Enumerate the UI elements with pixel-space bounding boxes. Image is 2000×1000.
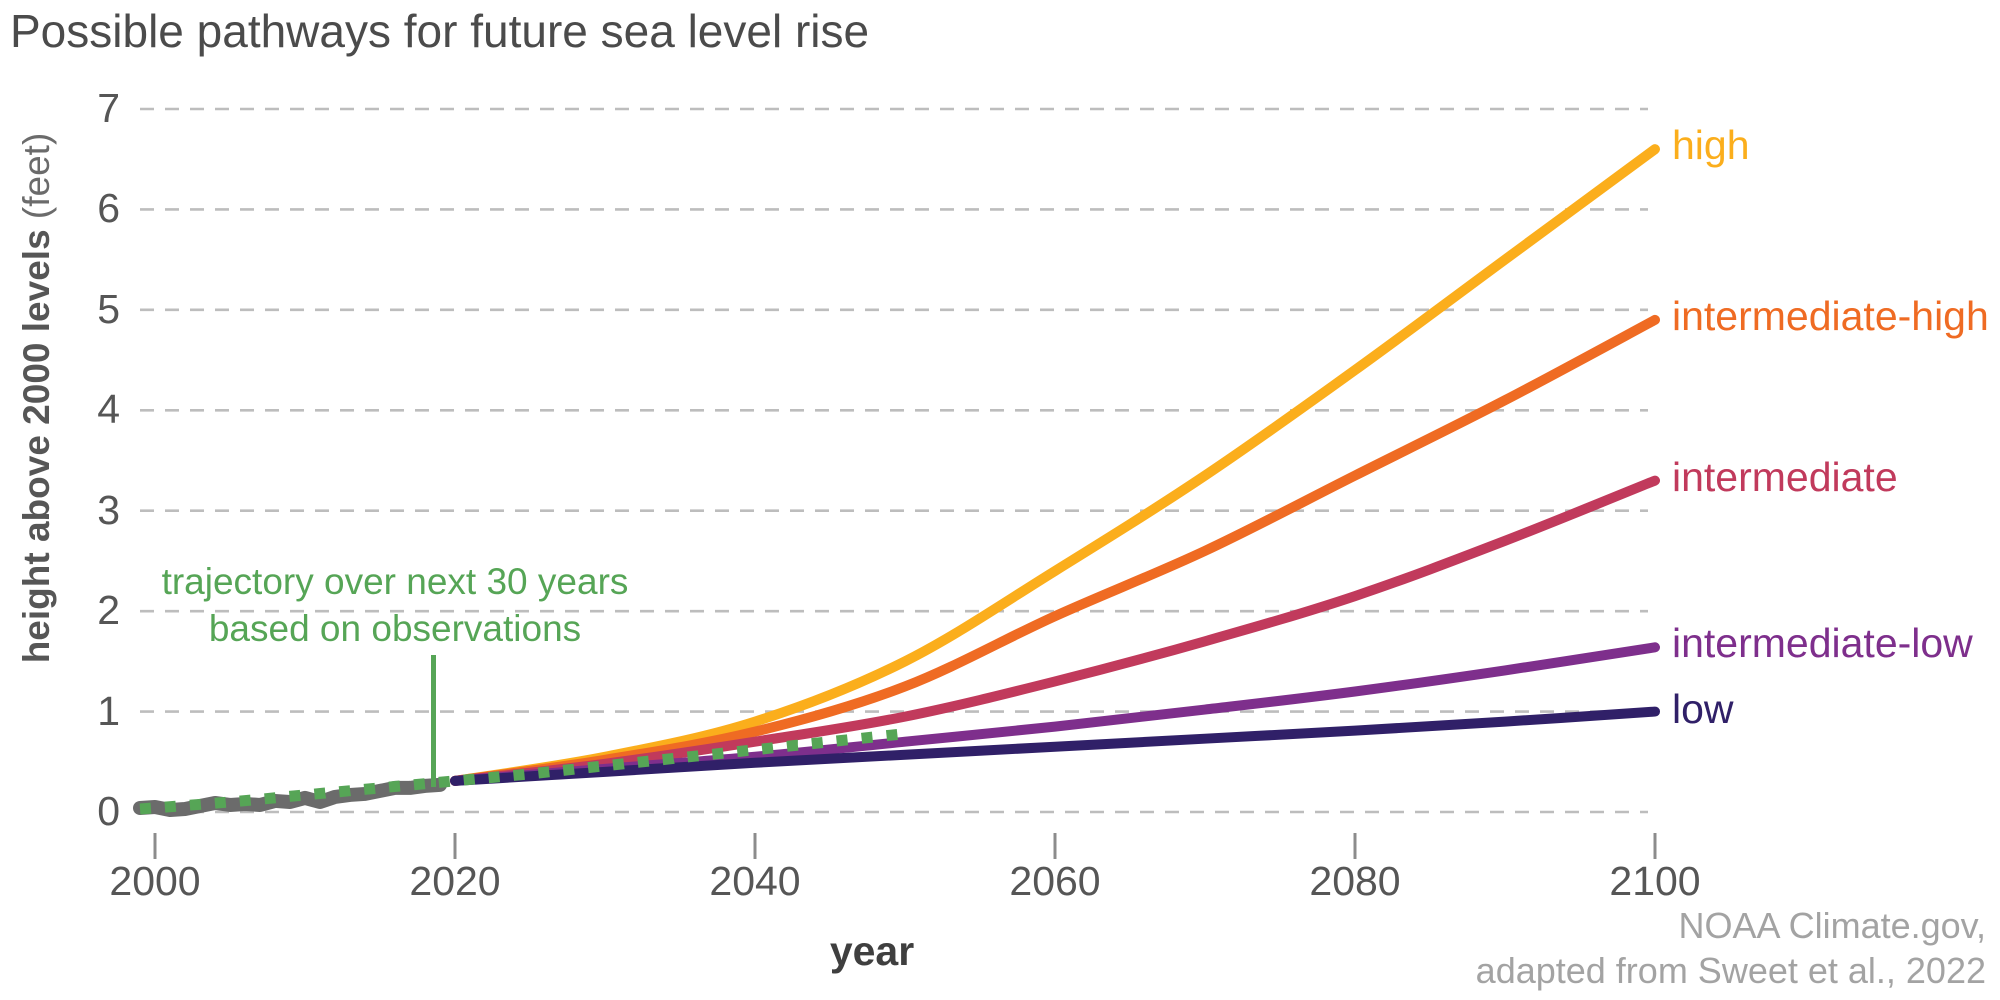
series-line-intermediate [450,475,1660,786]
source-attribution: NOAA Climate.gov, adapted from Sweet et … [1476,903,1986,993]
trajectory-annotation: trajectory over next 30 years based on o… [125,558,665,652]
series-line-intermediate-high [450,314,1660,786]
series-line-low [450,706,1660,786]
x-tick-label: 2060 [1009,858,1101,904]
source-attribution-line2: adapted from Sweet et al., 2022 [1475,950,1986,991]
y-tick-label: 3 [97,486,120,533]
x-tick-label: 2100 [1609,858,1701,904]
x-tick-label: 2080 [1309,858,1401,904]
series-label-low: low [1672,686,1734,732]
trajectory-annotation-pointer-line [431,655,436,787]
source-attribution-line1: NOAA Climate.gov, [1678,905,1986,946]
y-tick-label: 5 [97,285,120,332]
chart-title: Possible pathways for future sea level r… [10,5,870,57]
x-tick-label: 2040 [709,858,801,904]
y-tick-label: 4 [97,386,120,433]
y-tick-label: 0 [97,788,120,834]
series-label-intermediate-high: intermediate-high [1672,293,1989,339]
x-tick-label: 2000 [109,858,201,904]
x-tick-label: 2020 [409,858,501,904]
series-label-intermediate: intermediate [1672,454,1898,500]
series-label-intermediate-low: intermediate-low [1672,620,1973,666]
y-tick-label: 2 [97,587,120,634]
series-label-high: high [1672,122,1750,168]
x-axis-title: year [829,928,915,974]
trajectory-annotation-line2: based on observations [208,608,582,649]
y-tick-label: 6 [97,185,120,232]
y-tick-label: 1 [97,687,120,734]
trajectory-annotation-line1: trajectory over next 30 years [161,561,629,602]
y-tick-label: 7 [97,84,120,131]
